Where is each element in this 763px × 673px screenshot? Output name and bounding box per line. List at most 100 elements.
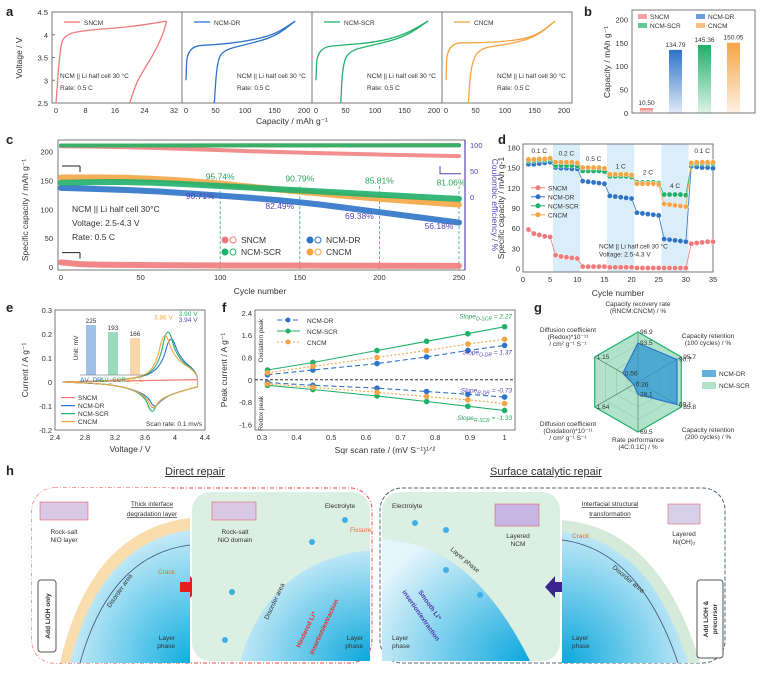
discharge-curve-ncm-dr <box>213 20 296 104</box>
y-tick-label: 4.5 <box>38 8 48 17</box>
data-point-sncm <box>590 263 597 270</box>
layer-phase-line2: phase <box>345 643 363 650</box>
inset-bar <box>86 325 96 375</box>
data-point-ox-cncm <box>423 347 430 354</box>
y-tick-label: 0.1 <box>42 354 52 363</box>
panel-label-d: d <box>498 132 506 147</box>
x-tick-label: 30 <box>682 275 690 284</box>
inset-category-label: ΔV_C <box>127 377 144 384</box>
li-ion-icon <box>443 527 449 533</box>
legend-label-ncm-dr: NCM-DR <box>307 318 334 325</box>
radar-axis-label: Diffusion coefficient <box>540 327 596 334</box>
radar-axis-label: Rate performance <box>612 437 664 444</box>
panel-label-c: c <box>6 132 14 147</box>
y-tick-label-right: 0 <box>470 193 474 202</box>
discharge-curve-ncm-scr <box>340 20 429 104</box>
chart-e-cv: Current / A g⁻¹ -0.2 -0.1 0 0.1 0.2 0.3 2.4 2.8 3… <box>20 306 210 454</box>
data-point-sncm <box>639 265 646 271</box>
y-tick-label: 150 <box>40 176 53 185</box>
inset-bar-value: 193 <box>108 325 119 332</box>
bar-ncm-scr <box>698 44 711 113</box>
x-axis-label: Cycle number <box>592 288 645 298</box>
data-point-sncm <box>574 255 581 262</box>
x-tick-label: 35 <box>709 275 717 284</box>
y-tick-label: 3.5 <box>38 54 48 63</box>
li-ion-icon <box>412 520 418 526</box>
annotation-line: Rate: 0.5 C <box>72 232 115 242</box>
data-point-red-cncm <box>423 393 430 400</box>
data-point-sncm <box>683 265 689 271</box>
data-point-sncm <box>628 264 635 271</box>
radar-axis-label: (Oxidation)*10⁻¹¹ <box>543 428 593 435</box>
y-tick-label: -1.6 <box>239 420 252 429</box>
x-tick-label: 250 <box>453 273 466 282</box>
x-tick-label: 100 <box>499 106 512 115</box>
radar-axis-label: Capacity retention <box>682 333 735 340</box>
y-tick-label: 0 <box>516 265 520 274</box>
data-point-sncm <box>547 234 553 240</box>
legend-marker-ncm-scr <box>535 203 541 209</box>
data-point-ncm-dr <box>590 179 597 186</box>
box2-structure-line1: Rock-salt <box>221 529 248 536</box>
y-tick-label: -0.8 <box>239 398 252 407</box>
purple-arrow-icon <box>545 576 565 598</box>
x-tick-label: 20 <box>627 275 635 284</box>
y-axis-label: Specific capacity / mAh g⁻¹ <box>20 159 30 261</box>
y-axis-label-right: Coulombic efficiency / % <box>490 159 500 252</box>
data-point-ox-ncm-dr <box>465 347 471 354</box>
li-ion-icon <box>443 567 449 573</box>
chart-a-voltage-profiles: Voltage / V 2.5 3 3.5 4 4.5 SNCM NCM || Li half… <box>14 8 573 126</box>
y-tick-label: 2.5 <box>38 99 48 108</box>
legend-label-cncm: CNCM <box>307 340 327 347</box>
legend-marker-open-ncm-scr <box>229 248 237 256</box>
annotation-cell: NCM || Li half cell 30 °C <box>599 242 668 250</box>
x-tick-label: 4.4 <box>200 433 210 442</box>
data-point-cncm <box>688 160 695 166</box>
data-point-red-ncm-dr <box>423 388 430 395</box>
y-tick-label: 50 <box>45 234 53 243</box>
bar-value-label: 145.36 <box>695 37 715 44</box>
radar-value-label: 69.5 <box>640 429 653 436</box>
rate-label: 0.5 C <box>586 156 602 163</box>
data-point-ncm-dr <box>683 238 689 245</box>
x-tick-label: 24 <box>140 106 148 115</box>
data-point-cncm <box>579 164 586 171</box>
box4-title-line1: Interfacial structural <box>582 501 639 508</box>
heading-surface-catalytic-repair: Surface catalytic repair <box>490 466 602 478</box>
data-point-ncm-scr <box>666 191 673 198</box>
retention-label-scr: 85.81% <box>365 175 394 185</box>
inset-unit-label: Unit: mV <box>73 335 80 361</box>
y-axis-label: Voltage / V <box>14 37 24 78</box>
crack-label: Crack <box>572 533 590 540</box>
y-tick-label: -0.1 <box>39 402 52 411</box>
data-point-cncm <box>650 180 657 187</box>
data-point-red-cncm <box>501 400 508 407</box>
data-point-ncm-dr <box>601 180 608 187</box>
left-arrow-icon <box>62 252 81 259</box>
data-point-cncm <box>525 156 532 163</box>
capacity-series-ncm-dr <box>58 184 462 226</box>
data-point-red-ncm-dr <box>501 394 508 400</box>
data-point-cncm <box>607 171 613 178</box>
data-point-cncm <box>552 159 559 165</box>
retention-label-scr: 90.79% <box>285 173 314 183</box>
data-point-cncm <box>710 159 716 165</box>
data-point-cncm <box>655 181 662 188</box>
rate-label: 2 C <box>643 169 653 176</box>
rate-label: 4 C <box>670 183 680 190</box>
data-point-ncm-dr <box>666 236 673 243</box>
annotation-voltage: Voltage: 2.5-4.3 V <box>599 252 651 259</box>
x-tick-label: 0 <box>444 106 448 115</box>
data-point-red-ncm-dr <box>374 385 380 391</box>
y-tick-label: 3 <box>44 76 48 85</box>
chart-b-capacity-bars: Capacity / mAh g⁻¹ 0 50 100 150 200 10.50 134.7… <box>602 9 756 118</box>
annotation-rate: Rate: 0.5 C <box>60 85 93 92</box>
li-ion-icon <box>222 637 228 643</box>
data-point-ncm-dr <box>628 195 635 202</box>
legend-label-cncm: CNCM <box>326 247 352 257</box>
slope-annotation: SlopeR-DR = -0.73 <box>461 387 513 396</box>
subplot-frame <box>441 11 573 104</box>
data-point-sncm <box>569 255 575 261</box>
radar-axis-label: (Redox)*10⁻¹¹ <box>548 334 589 341</box>
x-axis-label: Capacity / mAh g⁻¹ <box>256 116 328 126</box>
